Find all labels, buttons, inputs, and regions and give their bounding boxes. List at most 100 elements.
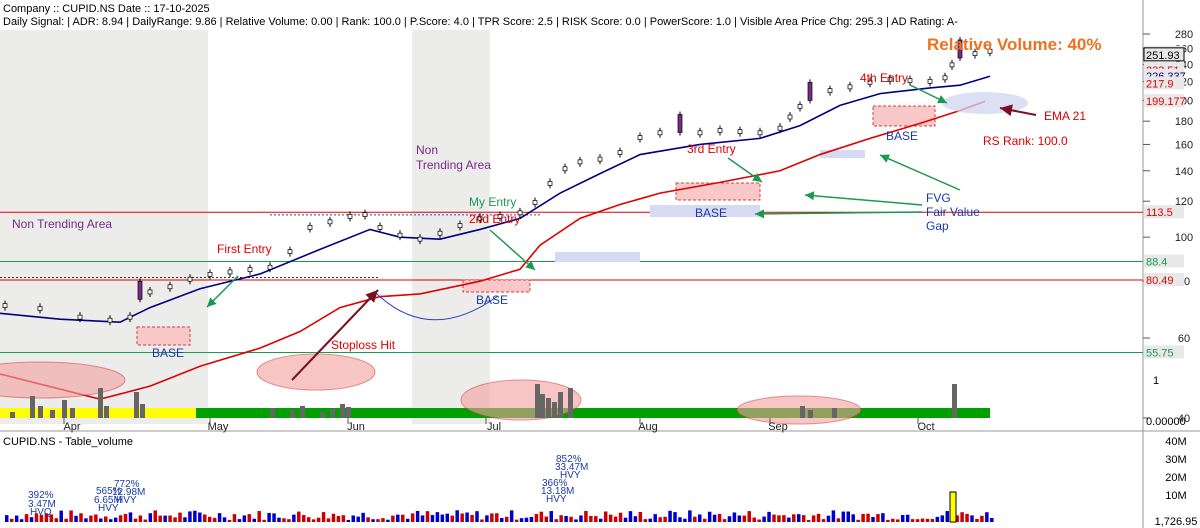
bottom-volume-bars: 40M 30M 20M 10M 1,726.95 (5, 436, 1197, 528)
my-entry-label: My Entry (469, 195, 516, 209)
x-tick-label: Aug (638, 421, 658, 433)
bottom-volume-labels: 392%3.47MHVQ565%6.65MHVY772%12.98MHVY852… (28, 454, 588, 518)
candle-body (547, 181, 553, 186)
bottom-volume-bar (257, 511, 261, 522)
bottom-volume-bar (608, 514, 613, 522)
base-label-4: BASE (886, 129, 918, 143)
bottom-volume-bar (935, 516, 940, 522)
candle-body (247, 267, 253, 272)
bottom-panel-title: CUPID.NS - Table_volume (3, 436, 133, 448)
bottom-volume-bar (282, 518, 286, 522)
candle-body (267, 264, 273, 270)
fvg-box (650, 205, 760, 217)
volume-bar (832, 408, 837, 418)
price-label-text: 199.177 (1146, 96, 1186, 108)
bottom-volume-bar (955, 515, 959, 522)
candles (2, 36, 993, 326)
bottom-volume-bar (133, 518, 138, 522)
bottom-volume-bar (232, 514, 237, 522)
bottom-volume-bar (579, 515, 583, 522)
bottom-volume-bar (64, 518, 68, 522)
price-label-bg (1144, 273, 1184, 287)
bottom-volume-bar (658, 517, 662, 522)
volume-bar (134, 392, 139, 418)
fvg-label: FVG (926, 191, 951, 205)
bottom-volume-bar (262, 519, 266, 522)
volume-bar (552, 402, 557, 418)
bottom-volume-bar (534, 514, 539, 522)
bottom-volume-bar (168, 515, 172, 522)
bottom-axis-label: 20M (1165, 472, 1186, 484)
bottom-volume-bar (732, 512, 737, 522)
bottom-volume-bar (227, 519, 232, 522)
candle-body (657, 130, 663, 136)
bottom-volume-bar (247, 514, 252, 522)
bottom-volume-bar (267, 512, 271, 522)
bottom-volume-bar (450, 515, 454, 522)
arrow-ema21 (999, 104, 1037, 117)
bottom-volume-bar (831, 510, 836, 522)
bottom-volume-bar (113, 517, 118, 522)
candle-body (347, 214, 353, 219)
bottom-volume-annotation: HVY (116, 495, 137, 506)
base-label-3: BASE (695, 206, 727, 220)
header-company-line: Company :: CUPID.NS Date :: 17-10-2025 (3, 3, 210, 15)
bottom-volume-bar (212, 517, 217, 522)
volume-bar (568, 388, 573, 418)
bottom-volume-bar (613, 516, 618, 522)
bottom-axis-label: 10M (1165, 490, 1186, 502)
bottom-volume-bar (217, 513, 222, 522)
arrow-fvg-2 (804, 191, 923, 206)
bottom-volume-annotation: 392% (28, 490, 54, 501)
base-box (462, 279, 531, 293)
candle-body (327, 219, 333, 225)
bottom-volume-bar (153, 510, 157, 522)
price-labels: 254.64251.93251.93233.51226.337217.9199.… (1143, 45, 1186, 428)
bottom-volume-bar (405, 518, 410, 522)
bottom-volume-bar (316, 517, 321, 522)
arrow-fvg-1 (879, 154, 961, 191)
bottom-volume-bar (846, 511, 850, 522)
cup-arc (375, 292, 499, 321)
base-box (872, 105, 936, 127)
bottom-volume-bar (252, 518, 256, 522)
bottom-volume-bar (717, 513, 722, 522)
bottom-volume-bar (673, 512, 677, 522)
bottom-volume-bar (589, 515, 593, 522)
candle-body (717, 128, 723, 133)
third-entry-label: 3rd Entry (687, 142, 736, 156)
candle-body (597, 156, 603, 162)
bottom-volume-bar (94, 514, 98, 522)
candle-body (907, 78, 913, 83)
volume-bar (270, 408, 275, 418)
bottom-volume-bar (599, 518, 603, 522)
axes: 406080100120140160180200220240260280AprM… (63, 29, 1193, 433)
candle-body (847, 84, 853, 90)
x-tick-label: Apr (63, 421, 80, 433)
bottom-volume-bar (495, 513, 499, 522)
bottom-volume-bar (930, 518, 935, 522)
bottom-volume-bar (108, 519, 113, 522)
bottom-volume-bar (905, 514, 910, 522)
bottom-volume-bar (712, 514, 717, 522)
bottom-volume-bar (896, 519, 900, 522)
bottom-volume-bar (762, 516, 766, 522)
bottom-volume-bar (104, 516, 108, 522)
bottom-volume-bar (277, 517, 281, 522)
bottom-volume-bar (396, 514, 400, 522)
bottom-volume-bar (89, 515, 93, 522)
bottom-volume-bar (975, 518, 979, 522)
second-entry-label: 2nd Entry (469, 212, 520, 226)
bottom-volume-bar (628, 511, 633, 522)
candle-body (127, 314, 133, 320)
bottom-volume-bar (915, 519, 920, 522)
bottom-volume-bar (757, 519, 761, 522)
bottom-volume-bar (881, 513, 885, 522)
volume-bar (30, 396, 35, 418)
candle-body (362, 212, 368, 217)
bottom-volume-bar (648, 518, 652, 522)
price-label-text: 251.93 (1146, 50, 1180, 62)
y-tick-label: 100 (1175, 232, 1193, 244)
candle-body (737, 129, 743, 134)
